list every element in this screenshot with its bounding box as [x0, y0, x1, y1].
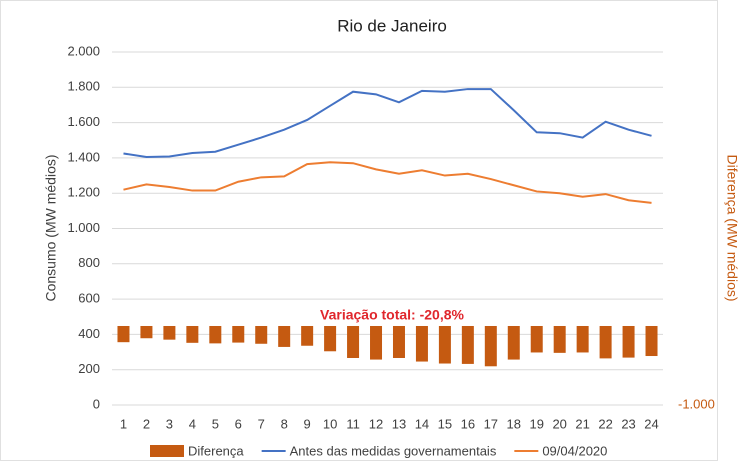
bar: [438, 325, 451, 364]
annotation: Variação total: -20,8%: [320, 307, 465, 323]
bar: [163, 325, 176, 340]
x-tick-label: 20: [552, 416, 566, 431]
x-tick-label: 24: [644, 416, 658, 431]
x-tick-label: 7: [258, 416, 265, 431]
bar: [507, 325, 520, 360]
x-tick-label: 3: [166, 416, 173, 431]
x-tick-label: 15: [438, 416, 452, 431]
bar: [209, 325, 222, 344]
bar: [622, 325, 635, 358]
y-tick-label: 1.000: [67, 220, 100, 235]
bar: [140, 325, 153, 339]
y-tick-label: 200: [78, 361, 100, 376]
y2-axis-title: Diferença (MW médios): [724, 154, 738, 301]
bar: [347, 325, 360, 358]
x-tick-label: 9: [304, 416, 311, 431]
bar: [278, 325, 291, 347]
bar: [301, 325, 314, 346]
y-tick-label: 2.000: [67, 43, 100, 58]
line: [123, 88, 652, 159]
bar: [415, 325, 428, 362]
x-tick-label: 11: [346, 416, 360, 431]
bar: [599, 325, 612, 359]
chart-frame: [0, 0, 718, 461]
legend-label: Diferença: [188, 443, 244, 458]
bar: [461, 325, 474, 364]
x-tick-label: 13: [392, 416, 406, 431]
x-tick-label: 4: [189, 416, 196, 431]
x-tick-label: 14: [415, 416, 429, 431]
bar: [484, 325, 497, 367]
y-tick-label: 800: [78, 255, 100, 270]
x-tick-label: 5: [212, 416, 219, 431]
x-tick-label: 19: [529, 416, 543, 431]
x-tick-label: 16: [461, 416, 475, 431]
x-tick-label: 10: [323, 416, 337, 431]
legend-label: 09/04/2020: [542, 443, 607, 458]
line: [123, 161, 652, 204]
x-tick-label: 22: [598, 416, 612, 431]
bar: [255, 325, 268, 344]
bar: [186, 325, 199, 343]
bar: [232, 325, 245, 343]
x-tick-label: 21: [575, 416, 589, 431]
legend-swatch: [150, 445, 184, 457]
bar: [117, 325, 130, 343]
x-tick-label: 23: [621, 416, 635, 431]
x-tick-label: 1: [120, 416, 127, 431]
bar: [553, 325, 566, 353]
x-tick-label: 8: [281, 416, 288, 431]
y-tick-label: 1.600: [67, 114, 100, 129]
y-tick-label: 0: [93, 396, 100, 411]
x-tick-label: 12: [369, 416, 383, 431]
chart-title: Rio de Janeiro: [337, 16, 447, 35]
x-tick-label: 17: [484, 416, 498, 431]
bar: [645, 325, 658, 357]
bar: [392, 325, 405, 358]
y-tick-label: 400: [78, 326, 100, 341]
bar: [370, 325, 383, 360]
y-tick-label: 1.800: [67, 79, 100, 94]
x-tick-label: 6: [235, 416, 242, 431]
x-tick-label: 2: [143, 416, 150, 431]
y-tick-label: 600: [78, 291, 100, 306]
bar: [530, 325, 543, 353]
y-tick-label: 1.400: [67, 149, 100, 164]
y2-tick-label: -1.000: [678, 396, 715, 411]
y-tick-label: 1.200: [67, 185, 100, 200]
legend-label: Antes das medidas governamentais: [290, 443, 497, 458]
bar: [576, 325, 589, 353]
x-tick-label: 18: [507, 416, 521, 431]
bar: [324, 325, 337, 352]
y-axis-title: Consumo (MW médios): [43, 154, 59, 301]
